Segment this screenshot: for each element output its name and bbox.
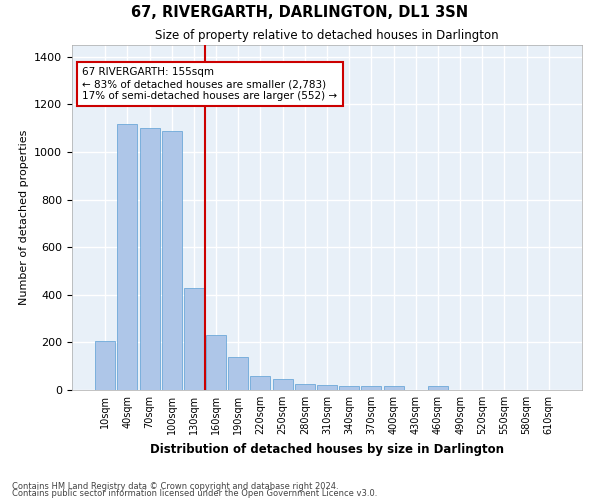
Bar (206, 336, 226, 390)
Bar (383, 386, 404, 390)
Bar (228, 356, 248, 390)
Text: 67 RIVERGARTH: 155sqm
← 83% of detached houses are smaller (2,783)
17% of semi-d: 67 RIVERGARTH: 155sqm ← 83% of detached … (82, 68, 337, 100)
Bar (295, 384, 315, 390)
Text: Contains public sector information licensed under the Open Government Licence v3: Contains public sector information licen… (12, 489, 377, 498)
X-axis label: Distribution of detached houses by size in Darlington: Distribution of detached houses by size … (150, 442, 504, 456)
Bar (339, 386, 359, 390)
Bar (162, 130, 182, 390)
Y-axis label: Number of detached properties: Number of detached properties (19, 130, 29, 305)
Text: Contains HM Land Registry data © Crown copyright and database right 2024.: Contains HM Land Registry data © Crown c… (12, 482, 338, 491)
Text: 67, RIVERGARTH, DARLINGTON, DL1 3SN: 67, RIVERGARTH, DARLINGTON, DL1 3SN (131, 5, 469, 20)
Bar (95, 341, 115, 390)
Bar (272, 380, 293, 390)
Bar (361, 386, 382, 390)
Bar (250, 376, 271, 390)
Bar (184, 288, 204, 390)
Title: Size of property relative to detached houses in Darlington: Size of property relative to detached ho… (155, 30, 499, 43)
Bar (317, 385, 337, 390)
Bar (140, 128, 160, 390)
Bar (428, 386, 448, 390)
Bar (118, 124, 137, 390)
